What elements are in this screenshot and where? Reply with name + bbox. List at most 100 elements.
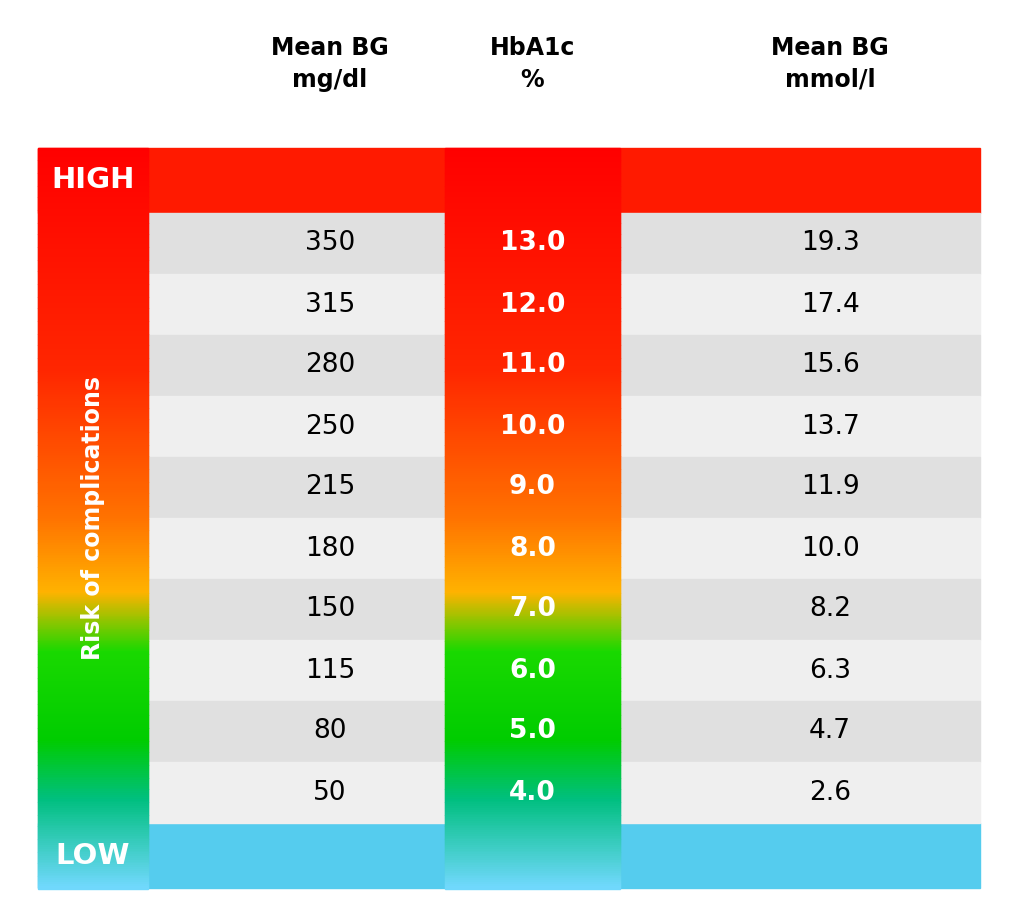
Bar [38, 166, 148, 169]
Bar [445, 259, 620, 262]
Bar [445, 386, 620, 389]
Bar [38, 602, 148, 606]
Bar [38, 597, 148, 599]
Bar [445, 374, 620, 376]
Bar [38, 871, 148, 874]
Bar [38, 283, 148, 285]
Bar [445, 336, 620, 339]
Bar [38, 645, 148, 648]
Bar [445, 667, 620, 670]
Bar [445, 427, 620, 430]
Bar [445, 487, 620, 491]
Text: 11.0: 11.0 [500, 353, 565, 378]
Bar [38, 569, 148, 572]
Bar [445, 769, 620, 772]
Bar [445, 405, 620, 408]
Bar [38, 394, 148, 397]
Bar [38, 766, 148, 768]
Text: HIGH: HIGH [51, 166, 135, 195]
Bar [445, 686, 620, 688]
Bar [38, 753, 148, 756]
Bar [38, 318, 148, 320]
Bar [445, 418, 620, 420]
Bar [38, 542, 148, 544]
Bar [38, 190, 148, 193]
Bar [38, 510, 148, 513]
Bar [445, 349, 620, 352]
Bar [38, 354, 148, 357]
Bar [445, 397, 620, 400]
Bar [38, 855, 148, 857]
Bar [445, 318, 620, 320]
Bar [445, 789, 620, 792]
Bar [38, 614, 148, 617]
Bar [445, 480, 620, 484]
Bar [38, 188, 148, 191]
Bar [445, 443, 620, 446]
Bar [38, 769, 148, 772]
Text: LOW: LOW [55, 842, 130, 869]
Bar [445, 203, 620, 206]
Bar [445, 274, 620, 276]
Text: 17.4: 17.4 [801, 292, 859, 318]
Bar [445, 353, 620, 355]
Bar [445, 578, 620, 581]
Bar [445, 252, 620, 254]
Bar [445, 730, 620, 733]
Bar [445, 740, 620, 743]
Bar [445, 436, 620, 439]
Bar [445, 629, 620, 632]
Bar [38, 860, 148, 863]
Bar [445, 595, 620, 598]
Bar [445, 640, 620, 643]
Bar [38, 263, 148, 265]
Bar [38, 521, 148, 524]
Bar [445, 460, 620, 463]
Bar [445, 247, 620, 251]
Bar [445, 660, 620, 663]
Bar [445, 268, 620, 271]
Bar [38, 456, 148, 459]
Bar [445, 608, 620, 611]
Bar [38, 793, 148, 796]
Bar [445, 846, 620, 850]
Bar [445, 507, 620, 509]
Bar [38, 573, 148, 576]
Bar [38, 201, 148, 204]
Bar [38, 680, 148, 683]
Bar [445, 196, 620, 198]
Bar [445, 621, 620, 624]
Bar [38, 183, 148, 185]
Bar [445, 266, 620, 269]
Bar [38, 259, 148, 262]
Bar [445, 669, 620, 672]
Bar [38, 749, 148, 752]
Bar [445, 514, 620, 517]
Bar [445, 800, 620, 803]
Bar [38, 880, 148, 883]
Bar [445, 688, 620, 690]
Bar [38, 843, 148, 846]
Bar [445, 589, 620, 592]
Bar [445, 462, 620, 465]
Bar [38, 362, 148, 365]
Bar [38, 321, 148, 324]
Bar [445, 486, 620, 489]
Bar [445, 340, 620, 342]
Bar [445, 310, 620, 313]
Bar [445, 758, 620, 761]
Bar [38, 370, 148, 373]
Bar [38, 686, 148, 688]
Bar [445, 699, 620, 701]
Bar [445, 288, 620, 291]
Bar [38, 285, 148, 287]
Bar [38, 591, 148, 594]
Bar [38, 678, 148, 681]
Bar [38, 482, 148, 486]
Bar [38, 418, 148, 420]
Bar [38, 760, 148, 763]
Bar [38, 227, 148, 230]
Bar [445, 799, 620, 801]
Bar [445, 777, 620, 779]
Bar [38, 644, 148, 646]
